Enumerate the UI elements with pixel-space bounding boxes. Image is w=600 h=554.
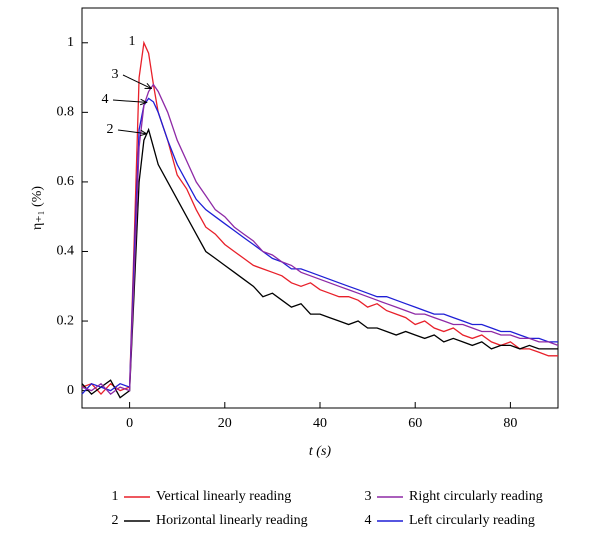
legend-label: Horizontal linearly reading — [156, 513, 308, 528]
y-tick-label: 0.8 — [57, 105, 75, 120]
series-line — [81, 127, 558, 399]
legend-number: 1 — [112, 489, 119, 504]
y-tick-label: 0.6 — [57, 174, 75, 189]
legend-number: 2 — [112, 513, 119, 528]
x-tick-label: 40 — [313, 416, 327, 431]
x-axis-label: t (s) — [309, 444, 332, 459]
y-tick-label: 0.2 — [57, 313, 75, 328]
legend-label: Vertical linearly reading — [156, 489, 291, 504]
x-tick-label: 20 — [218, 416, 232, 431]
plot-frame — [81, 7, 559, 409]
legend-number: 4 — [365, 513, 372, 528]
x-tick-label: 80 — [503, 416, 517, 431]
series-line — [81, 40, 558, 396]
legend-label: Left circularly reading — [409, 513, 535, 528]
annotation: 3 — [112, 67, 119, 82]
annotation: 1 — [129, 34, 136, 49]
y-tick-label: 0.4 — [57, 244, 75, 259]
series-line — [81, 97, 558, 395]
legend-label: Right circularly reading — [409, 489, 543, 504]
y-tick-label: 0 — [67, 383, 74, 398]
annotation-arrow — [117, 129, 147, 134]
x-tick-label: 60 — [408, 416, 422, 431]
x-tick-label: 0 — [126, 416, 133, 431]
y-tick-label: 1 — [67, 35, 74, 50]
annotation-arrow — [112, 100, 147, 102]
annotation: 4 — [102, 92, 109, 107]
y-axis-label: η₊₁ (%) — [30, 186, 45, 230]
annotation: 2 — [107, 122, 114, 137]
annotation-arrow — [122, 74, 151, 89]
series-line — [81, 83, 559, 395]
legend-number: 3 — [365, 489, 372, 504]
